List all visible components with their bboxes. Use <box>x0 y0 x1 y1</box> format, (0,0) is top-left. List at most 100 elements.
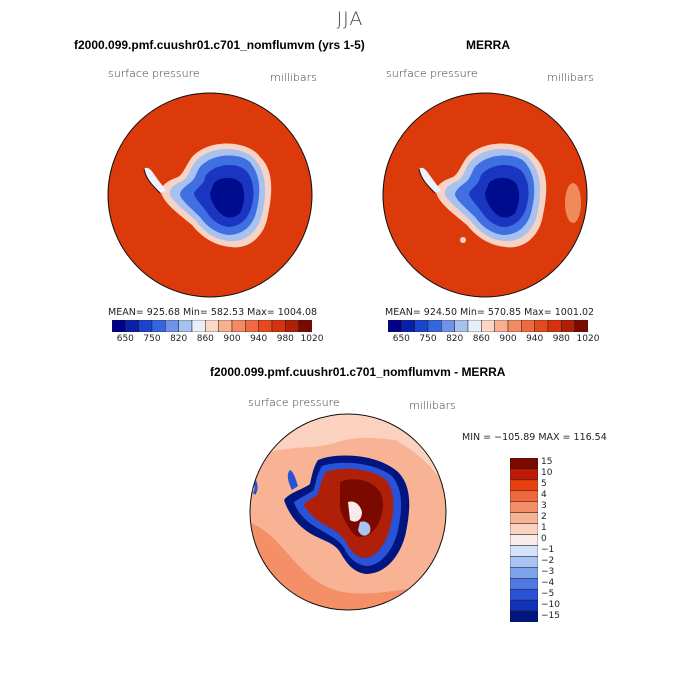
colorbar-tick-label: 10 <box>541 468 553 479</box>
colorbar-swatch <box>271 320 286 332</box>
diff-units-label: millibars <box>409 399 456 412</box>
left-colorbar-labels: 650 750 820 860 900 940 980 1020 <box>112 334 324 346</box>
colorbar-swatch <box>510 599 538 612</box>
colorbar-tick-label: 900 <box>499 334 517 344</box>
colorbar-tick-label: 650 <box>116 334 134 344</box>
colorbar-swatch <box>285 320 299 332</box>
colorbar-tick-label: 980 <box>552 334 570 344</box>
colorbar-tick-label: 5 <box>541 479 547 490</box>
right-units-label: millibars <box>547 71 594 84</box>
colorbar-tick-label: 860 <box>196 334 214 344</box>
right-colorbar <box>388 320 588 332</box>
colorbar-swatch <box>112 320 126 332</box>
right-colorbar-labels: 650 750 820 860 900 940 980 1020 <box>388 334 600 346</box>
colorbar-tick-label: −5 <box>541 588 555 599</box>
colorbar-swatch <box>298 320 312 332</box>
colorbar-tick-label: 2 <box>541 512 547 523</box>
colorbar-swatch <box>401 320 415 332</box>
colorbar-tick-label: 900 <box>223 334 241 344</box>
colorbar-swatch <box>507 320 522 332</box>
right-polar-map <box>382 92 588 298</box>
right-variable-label: surface pressure <box>386 67 478 80</box>
colorbar-swatch <box>231 320 246 332</box>
colorbar-swatch <box>510 588 538 601</box>
colorbar-swatch <box>510 501 538 513</box>
colorbar-swatch <box>165 320 179 332</box>
colorbar-tick-label: 940 <box>250 334 268 344</box>
colorbar-swatch <box>561 320 575 332</box>
diff-panel-title: f2000.099.pmf.cuushr01.c701_nomflumvm - … <box>210 365 506 379</box>
colorbar-swatch <box>178 320 193 332</box>
colorbar-swatch <box>510 458 538 470</box>
diff-stats: MIN = −105.89 MAX = 116.54 <box>462 432 607 443</box>
colorbar-swatch <box>510 490 538 502</box>
left-stats: MEAN= 925.68 Min= 582.53 Max= 1004.08 <box>108 307 318 318</box>
colorbar-swatch <box>414 320 429 332</box>
colorbar-tick-label: 1 <box>541 523 547 534</box>
colorbar-tick-label: 860 <box>472 334 490 344</box>
colorbar-swatch <box>191 320 206 332</box>
colorbar-tick-label: 1020 <box>300 334 324 344</box>
colorbar-tick-label: 650 <box>392 334 410 344</box>
left-antarctica-field <box>143 143 272 248</box>
colorbar-swatch <box>427 320 442 332</box>
colorbar-tick-label: 1020 <box>576 334 600 344</box>
left-variable-label: surface pressure <box>108 67 200 80</box>
right-stats: MEAN= 924.50 Min= 570.85 Max= 1001.02 <box>385 307 595 318</box>
colorbar-tick-label: −10 <box>541 599 560 610</box>
right-antarctica-field <box>418 143 581 248</box>
left-panel-title: f2000.099.pmf.cuushr01.c701_nomflumvm (y… <box>74 38 365 52</box>
colorbar-swatch <box>467 320 482 332</box>
colorbar-swatch <box>441 320 455 332</box>
left-colorbar <box>112 320 312 332</box>
colorbar-tick-label: 940 <box>526 334 544 344</box>
colorbar-tick-label: 15 <box>541 457 553 468</box>
colorbar-swatch <box>125 320 139 332</box>
colorbar-tick-label: 3 <box>541 501 547 512</box>
colorbar-tick-label: 820 <box>170 334 188 344</box>
colorbar-swatch <box>494 320 509 332</box>
colorbar-swatch <box>218 320 233 332</box>
colorbar-tick-label: 750 <box>419 334 437 344</box>
colorbar-swatch <box>510 523 538 535</box>
colorbar-swatch <box>510 479 538 492</box>
colorbar-swatch <box>454 320 469 332</box>
colorbar-tick-label: 820 <box>446 334 464 344</box>
colorbar-swatch <box>510 468 538 481</box>
colorbar-tick-label: 4 <box>541 490 547 501</box>
colorbar-tick-label: 750 <box>143 334 161 344</box>
colorbar-tick-label: −4 <box>541 577 555 588</box>
colorbar-swatch <box>205 320 219 332</box>
colorbar-tick-label: 0 <box>541 534 547 544</box>
colorbar-swatch <box>574 320 588 332</box>
colorbar-swatch <box>510 556 538 568</box>
colorbar-swatch <box>534 320 549 332</box>
right-panel-title: MERRA <box>466 38 510 52</box>
colorbar-swatch <box>138 320 153 332</box>
colorbar-tick-label: 980 <box>276 334 294 344</box>
colorbar-tick-label: −3 <box>541 566 555 577</box>
diff-colorbar-labels: 15 10 5 4 3 2 1 0 −1 −2 −3 −4 −5 −10 −15 <box>541 457 581 622</box>
colorbar-swatch <box>388 320 402 332</box>
diff-polar-map <box>249 413 447 611</box>
colorbar-swatch <box>510 545 538 557</box>
diff-variable-label: surface pressure <box>248 396 340 409</box>
colorbar-tick-label: −2 <box>541 555 555 566</box>
colorbar-swatch <box>510 567 538 579</box>
colorbar-tick-label: −1 <box>541 544 555 555</box>
colorbar-swatch <box>258 320 273 332</box>
colorbar-swatch <box>547 320 562 332</box>
colorbar-swatch <box>510 534 538 546</box>
colorbar-swatch <box>521 320 535 332</box>
diff-colorbar <box>510 458 538 622</box>
colorbar-swatch <box>510 610 538 622</box>
colorbar-swatch <box>245 320 259 332</box>
colorbar-swatch <box>510 578 538 590</box>
colorbar-swatch <box>510 512 538 524</box>
colorbar-tick-label: −15 <box>541 610 560 621</box>
figure-title: JJA <box>336 8 364 30</box>
colorbar-swatch <box>151 320 166 332</box>
left-units-label: millibars <box>270 71 317 84</box>
left-polar-map <box>107 92 313 298</box>
colorbar-swatch <box>481 320 495 332</box>
